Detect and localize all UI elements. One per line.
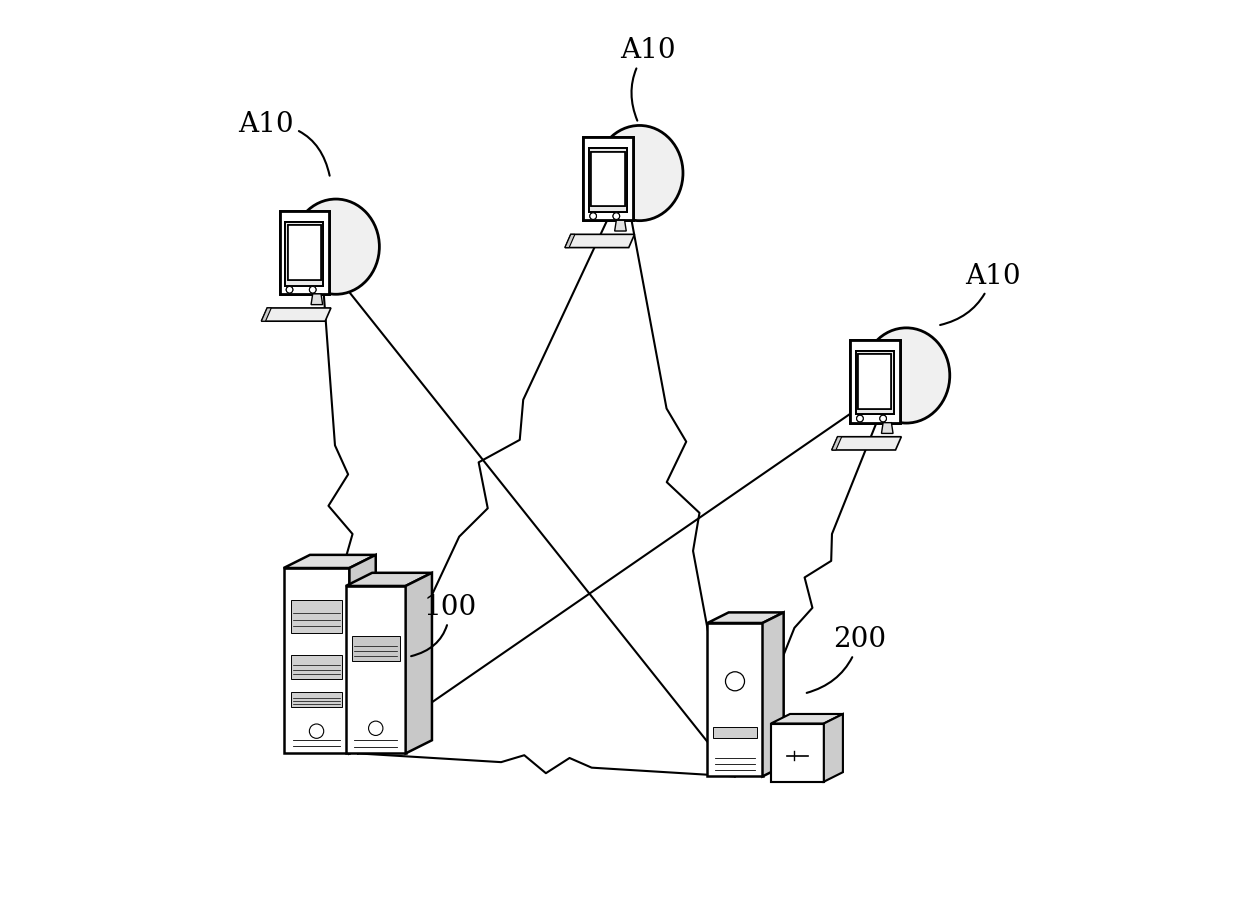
- Polygon shape: [823, 714, 843, 782]
- Polygon shape: [288, 226, 321, 280]
- Polygon shape: [565, 235, 575, 248]
- Text: A10: A10: [620, 37, 676, 121]
- Polygon shape: [615, 221, 626, 232]
- Circle shape: [880, 415, 887, 423]
- Polygon shape: [350, 555, 376, 754]
- Polygon shape: [285, 222, 324, 287]
- Ellipse shape: [596, 126, 683, 221]
- Polygon shape: [262, 309, 331, 322]
- Polygon shape: [285, 222, 324, 287]
- Circle shape: [725, 672, 744, 691]
- Circle shape: [590, 213, 596, 221]
- Polygon shape: [583, 138, 632, 221]
- Polygon shape: [856, 351, 894, 415]
- Polygon shape: [291, 600, 342, 633]
- Polygon shape: [589, 149, 627, 212]
- Polygon shape: [708, 613, 784, 623]
- Polygon shape: [763, 613, 784, 777]
- Text: 200: 200: [807, 625, 885, 693]
- Polygon shape: [856, 351, 894, 415]
- Polygon shape: [771, 714, 843, 724]
- Circle shape: [613, 213, 620, 221]
- Ellipse shape: [863, 328, 950, 424]
- Polygon shape: [832, 437, 901, 450]
- Circle shape: [590, 213, 596, 221]
- Polygon shape: [405, 573, 432, 754]
- Polygon shape: [311, 294, 322, 305]
- Polygon shape: [858, 355, 892, 409]
- Circle shape: [309, 724, 324, 739]
- Polygon shape: [352, 637, 399, 662]
- Circle shape: [286, 287, 293, 294]
- Polygon shape: [849, 341, 900, 423]
- Polygon shape: [589, 149, 627, 212]
- Polygon shape: [565, 235, 635, 248]
- Ellipse shape: [293, 199, 379, 295]
- Text: A10: A10: [940, 262, 1021, 325]
- Circle shape: [857, 415, 863, 423]
- Polygon shape: [346, 573, 432, 586]
- Polygon shape: [291, 693, 342, 708]
- Circle shape: [857, 415, 863, 423]
- Circle shape: [368, 721, 383, 735]
- Polygon shape: [346, 586, 405, 754]
- Polygon shape: [284, 568, 350, 754]
- Polygon shape: [291, 655, 342, 679]
- Text: 100: 100: [412, 593, 476, 656]
- Polygon shape: [832, 437, 842, 450]
- Polygon shape: [591, 153, 625, 207]
- Circle shape: [310, 287, 316, 294]
- Polygon shape: [288, 226, 321, 280]
- Polygon shape: [279, 212, 330, 294]
- Polygon shape: [849, 341, 900, 423]
- Circle shape: [880, 415, 887, 423]
- Circle shape: [310, 287, 316, 294]
- Polygon shape: [583, 138, 632, 221]
- Polygon shape: [279, 212, 330, 294]
- Polygon shape: [882, 423, 893, 434]
- Polygon shape: [858, 355, 892, 409]
- Circle shape: [286, 287, 293, 294]
- Polygon shape: [771, 724, 823, 782]
- Circle shape: [613, 213, 620, 221]
- Polygon shape: [284, 555, 376, 568]
- Polygon shape: [708, 623, 763, 777]
- Polygon shape: [591, 153, 625, 207]
- Polygon shape: [713, 728, 758, 738]
- Text: A10: A10: [238, 110, 330, 176]
- Polygon shape: [262, 309, 272, 322]
